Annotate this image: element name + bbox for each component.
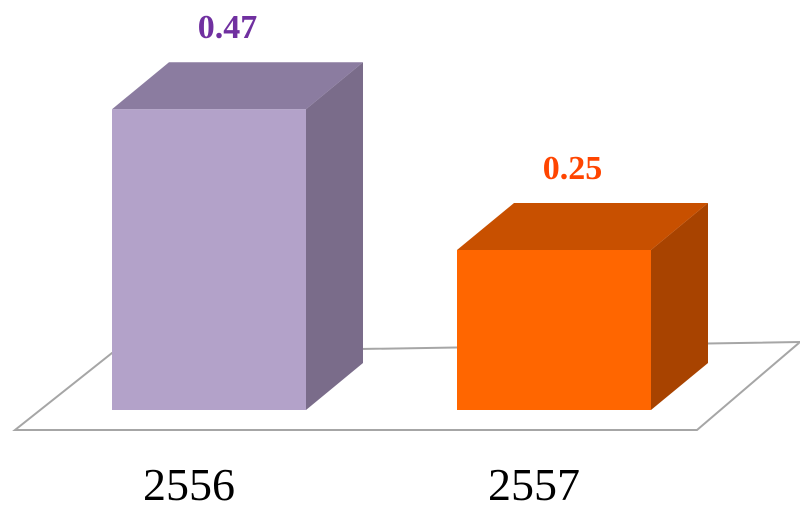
bar-top-face: [112, 62, 363, 110]
bar-front-face: [457, 250, 651, 410]
bar-side-face: [306, 62, 363, 410]
bar-top-face: [457, 203, 708, 250]
bar-2556: [112, 62, 363, 410]
bar-2557: [457, 203, 708, 410]
bar-side-face: [651, 203, 708, 410]
x-tick-label: 2557: [488, 459, 580, 510]
data-label: 0.47: [198, 9, 258, 46]
data-label: 0.25: [543, 150, 603, 187]
bars-group: [112, 62, 708, 410]
labels-group: 0.47 2556 0.25 2557: [143, 9, 602, 510]
bar-front-face: [112, 109, 306, 410]
x-tick-label: 2556: [143, 459, 235, 510]
